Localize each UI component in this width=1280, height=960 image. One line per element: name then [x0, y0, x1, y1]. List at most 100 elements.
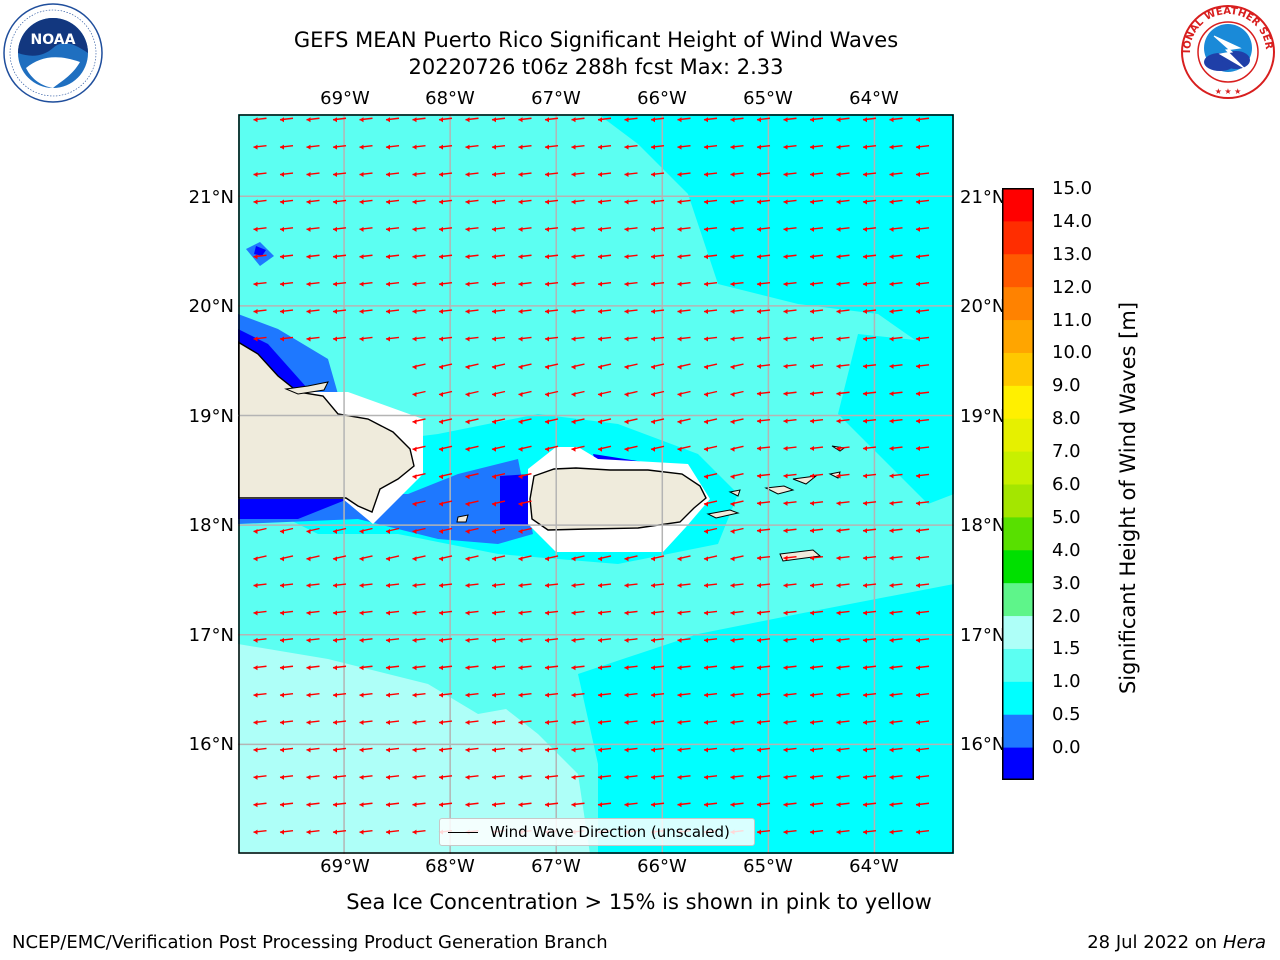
- wave-arrow: [836, 363, 850, 369]
- wave-arrow: [465, 500, 479, 507]
- wave-arrow: [889, 583, 903, 589]
- footer-date-text: 28 Jul 2022 on: [1087, 932, 1218, 953]
- wave-arrow: [438, 527, 453, 534]
- wave-arrow: [571, 637, 585, 643]
- wave-arrow: [359, 610, 373, 616]
- wave-arrow: [756, 555, 771, 561]
- wave-arrow: [809, 281, 824, 287]
- wave-arrow: [756, 500, 771, 506]
- wave-arrow: [809, 226, 824, 232]
- wave-arrow: [597, 309, 612, 315]
- wave-arrow: [650, 254, 665, 260]
- wave-arrow: [385, 720, 400, 726]
- wave-arrow: [385, 665, 400, 671]
- wave-arrow: [412, 583, 426, 589]
- lon-label-bottom-67w: 67°W: [531, 856, 581, 877]
- wave-arrow: [518, 144, 532, 150]
- wave-arrow: [279, 226, 294, 232]
- colorbar-tick-label: 14.0: [1052, 210, 1093, 232]
- wave-arrow: [889, 473, 903, 479]
- wave-arrow: [279, 802, 294, 808]
- wave-arrow: [650, 665, 665, 671]
- lat-label-right-17n: 17°N: [960, 625, 1006, 646]
- wave-arrow: [677, 610, 691, 616]
- wave-arrow: [730, 445, 744, 452]
- wave-arrow: [809, 528, 824, 534]
- lat-label-right-19n: 19°N: [960, 406, 1006, 427]
- colorbar-segment: [1002, 385, 1034, 419]
- wave-arrow: [677, 336, 691, 342]
- wave-arrow: [650, 692, 665, 698]
- wave-arrow: [756, 637, 771, 643]
- colorbar-tick-label: 0.5: [1052, 704, 1081, 726]
- wave-arrow: [862, 583, 877, 589]
- wave-arrow: [624, 665, 638, 671]
- wave-arrow: [491, 281, 506, 287]
- wave-arrow: [624, 555, 638, 562]
- wave-arrow: [730, 254, 744, 260]
- wave-arrow: [491, 583, 506, 589]
- wave-arrow: [332, 583, 347, 589]
- wave-arrow: [306, 583, 320, 589]
- wave-arrow: [359, 637, 373, 643]
- wave-arrow: [677, 172, 691, 178]
- wave-arrow: [730, 390, 744, 397]
- wave-arrow: [491, 610, 506, 616]
- wave-arrow: [544, 445, 559, 452]
- wave-arrow: [730, 363, 744, 370]
- field-0-0p5-west-pr: [500, 474, 530, 526]
- wave-arrow: [571, 226, 585, 232]
- wave-arrow: [677, 583, 691, 589]
- wave-arrow: [253, 774, 267, 780]
- wave-arrow: [518, 254, 532, 260]
- wave-arrow: [836, 473, 850, 479]
- wave-arrow: [412, 555, 426, 562]
- wave-arrow: [862, 391, 877, 397]
- wave-arrow: [412, 226, 426, 232]
- wave-arrow: [438, 390, 453, 397]
- wave-arrow: [465, 144, 479, 150]
- wave-arrow: [438, 583, 453, 589]
- wave-arrow: [385, 692, 400, 698]
- wave-arrow: [279, 583, 294, 589]
- map-subtitle-forecast: 20220726 t06z 288h fcst Max: 2.33: [408, 55, 784, 79]
- wave-arrow: [915, 720, 930, 726]
- wave-arrow: [253, 637, 267, 643]
- wave-arrow: [438, 309, 453, 315]
- wave-arrow: [783, 637, 797, 643]
- wave-arrow: [491, 309, 506, 315]
- wave-arrow: [624, 610, 638, 616]
- wave-arrow: [306, 610, 320, 616]
- wave-arrow: [756, 802, 771, 808]
- wave-arrow: [518, 445, 532, 452]
- wave-arrow: [624, 309, 638, 315]
- wave-arrow: [703, 720, 718, 726]
- wave-arrow: [889, 199, 903, 205]
- wave-arrow: [571, 774, 585, 780]
- wave-arrow: [518, 637, 532, 643]
- wave-arrow: [783, 281, 797, 287]
- colorbar-segment: [1002, 484, 1034, 518]
- legend-label: Wind Wave Direction (unscaled): [490, 823, 730, 841]
- wave-arrow: [862, 226, 877, 232]
- wave-arrow: [730, 500, 744, 507]
- wave-arrow: [756, 774, 771, 780]
- wave-arrow: [518, 555, 532, 562]
- wave-arrow: [597, 692, 612, 698]
- wave-arrow: [571, 144, 585, 150]
- colorbar-segment: [1002, 582, 1034, 617]
- wave-arrow: [412, 500, 426, 507]
- wave-arrow: [385, 555, 400, 562]
- wave-arrow: [253, 527, 267, 534]
- wave-arrow: [836, 391, 850, 397]
- wave-arrow: [677, 692, 691, 698]
- wave-arrow: [279, 117, 294, 123]
- wave-arrow: [756, 747, 771, 753]
- wave-arrow: [889, 226, 903, 232]
- wave-arrow: [915, 528, 930, 534]
- map-legend: Wind Wave Direction (unscaled): [439, 818, 755, 846]
- wave-arrow: [438, 445, 453, 452]
- wave-arrow: [597, 172, 612, 178]
- wave-arrow: [624, 637, 638, 643]
- wave-arrow: [783, 500, 797, 506]
